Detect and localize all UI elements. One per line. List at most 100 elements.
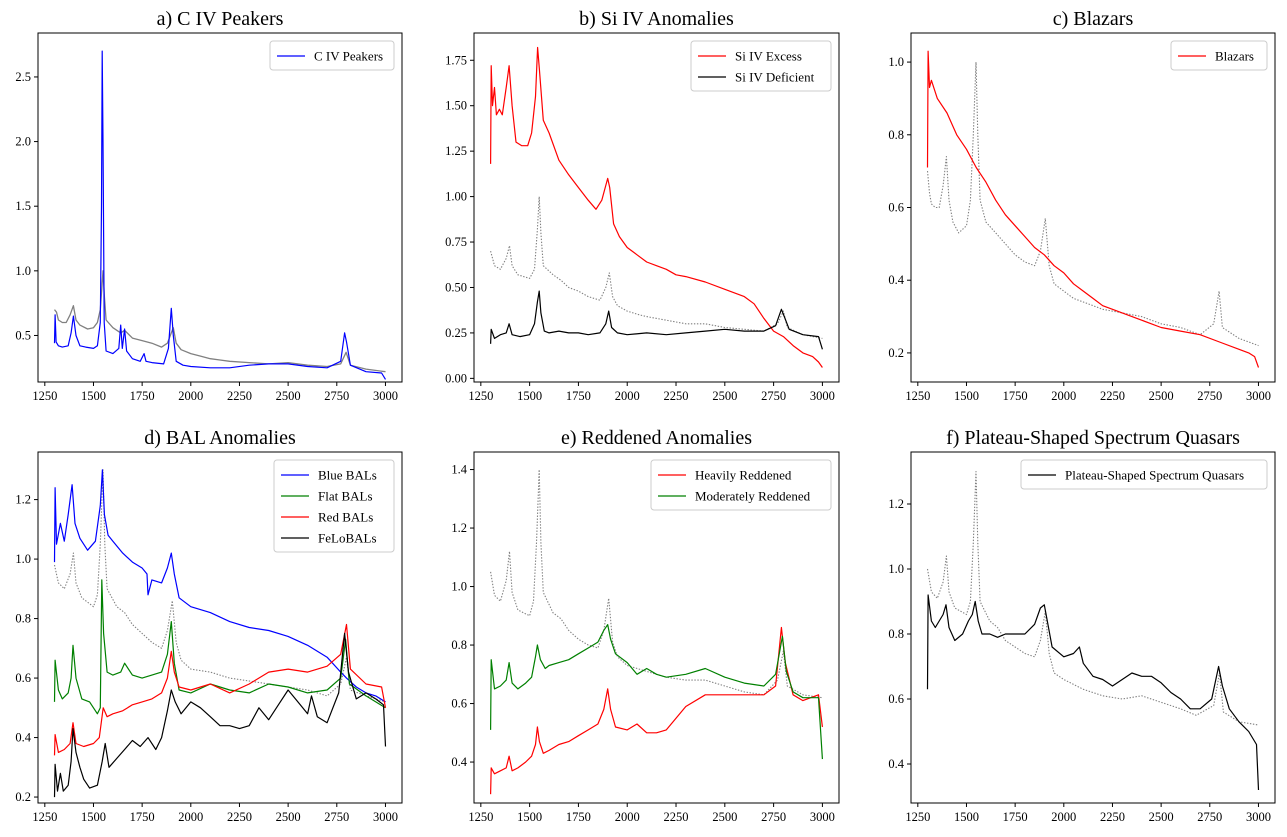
series-line-composite — [490, 469, 823, 699]
y-tick-label: 0.8 — [888, 627, 904, 641]
legend-label: Blue BALs — [318, 468, 377, 483]
axes-frame — [473, 32, 840, 383]
y-tick-label: 1.2 — [15, 493, 31, 507]
x-tick-label: 3000 — [1246, 389, 1271, 403]
y-tick-label: 1.2 — [451, 521, 467, 535]
y-tick-label: 0.75 — [445, 235, 467, 249]
axes-frame — [910, 451, 1276, 804]
panel-4: d) BAL Anomalies 1250 1500 1750 2000 2250 2500… — [15, 427, 403, 824]
y-tick-label: 1.75 — [445, 53, 467, 67]
axes-frame — [37, 32, 403, 383]
y-tick-label: 0.4 — [15, 731, 31, 745]
y-tick-label: 0.25 — [445, 326, 467, 340]
series-line-moderately-reddened — [490, 624, 823, 760]
y-tick-label: 0.2 — [15, 790, 31, 804]
y-tick-label: 1.0 — [888, 55, 904, 69]
y-tick-label: 1.0 — [15, 552, 31, 566]
legend-label: FeLoBALs — [318, 531, 377, 546]
axes-frame — [473, 451, 840, 804]
x-tick-label: 1250 — [905, 810, 930, 824]
x-tick-label: 1250 — [32, 810, 57, 824]
legend-label: Si IV Deficient — [735, 70, 815, 85]
legend: Blue BALs Flat BALs Red BALs FeLoBALs — [273, 459, 395, 553]
y-tick-label: 0.6 — [15, 671, 31, 685]
x-tick-label: 1750 — [1003, 389, 1028, 403]
x-tick-label: 2250 — [1100, 389, 1125, 403]
y-tick-label: 1.2 — [888, 497, 904, 511]
x-tick-label: 2750 — [761, 389, 786, 403]
x-tick-label: 1250 — [468, 389, 493, 403]
y-tick-label: 1.0 — [888, 562, 904, 576]
x-tick-label: 2500 — [276, 810, 301, 824]
y-tick-label: 0.8 — [15, 612, 31, 626]
y-tick-label: 1.4 — [451, 463, 467, 477]
y-tick-label: 1.0 — [451, 580, 467, 594]
x-tick-label: 3000 — [1246, 810, 1271, 824]
x-tick-label: 2750 — [1197, 810, 1222, 824]
legend: Heavily Reddened Moderately Reddened — [650, 459, 832, 511]
x-tick-label: 2250 — [227, 810, 252, 824]
series-line-c-iv-peakers — [53, 50, 387, 380]
x-tick-label: 2000 — [615, 810, 640, 824]
y-tick-label: 0.5 — [15, 328, 31, 342]
panel-title: a) C IV Peakers — [157, 8, 284, 30]
x-tick-label: 1500 — [954, 810, 979, 824]
x-tick-label: 2000 — [1051, 389, 1076, 403]
legend-label: Si IV Excess — [735, 49, 802, 64]
series-line-si-iv-excess — [490, 46, 823, 368]
series-line-composite — [53, 270, 386, 373]
x-tick-label: 1750 — [566, 810, 591, 824]
x-tick-label: 3000 — [810, 810, 835, 824]
y-tick-label: 1.50 — [445, 99, 467, 113]
y-tick-label: 0.4 — [888, 757, 904, 771]
y-tick-label: 2.0 — [15, 135, 31, 149]
y-tick-label: 2.5 — [15, 70, 31, 84]
x-tick-label: 2750 — [761, 810, 786, 824]
legend: Si IV Excess Si IV Deficient — [690, 40, 832, 92]
legend-label: Red BALs — [318, 510, 373, 525]
panel-5: e) Reddened Anomalies 1250 1500 1750 2000 225… — [451, 427, 840, 824]
series-line-blazars — [926, 50, 1260, 368]
series-line-flat-bals — [53, 579, 386, 715]
panel-6: f) Plateau-Shaped Spectrum Quasars 1250 15… — [888, 427, 1276, 824]
legend-label: Moderately Reddened — [695, 489, 811, 504]
panel-title: f) Plateau-Shaped Spectrum Quasars — [946, 427, 1240, 449]
x-tick-label: 2750 — [324, 389, 349, 403]
x-tick-label: 3000 — [810, 389, 835, 403]
y-tick-label: 0.6 — [888, 692, 904, 706]
x-tick-label: 2250 — [664, 810, 689, 824]
x-tick-label: 2000 — [178, 389, 203, 403]
legend: Plateau-Shaped Spectrum Quasars — [1020, 459, 1268, 490]
x-tick-label: 2750 — [324, 810, 349, 824]
y-tick-label: 0.4 — [888, 273, 904, 287]
legend-label: Flat BALs — [318, 489, 373, 504]
y-tick-label: 0.4 — [451, 755, 467, 769]
y-tick-label: 0.8 — [451, 638, 467, 652]
series-line-composite — [490, 196, 823, 339]
x-tick-label: 1750 — [566, 389, 591, 403]
x-tick-label: 1750 — [1003, 810, 1028, 824]
legend-label: Blazars — [1215, 49, 1254, 64]
series-line-si-iv-deficient — [490, 290, 823, 350]
x-tick-label: 1750 — [130, 389, 155, 403]
y-tick-label: 0.50 — [445, 280, 467, 294]
y-tick-label: 1.0 — [15, 264, 31, 278]
x-tick-label: 1250 — [32, 389, 57, 403]
x-tick-label: 2500 — [1149, 389, 1174, 403]
y-tick-label: 0.8 — [888, 128, 904, 142]
y-tick-label: 0.6 — [451, 697, 467, 711]
x-tick-label: 2250 — [664, 389, 689, 403]
panel-title: b) Si IV Anomalies — [579, 8, 734, 30]
y-tick-label: 1.25 — [445, 144, 467, 158]
x-tick-label: 3000 — [373, 389, 398, 403]
x-tick-label: 2250 — [227, 389, 252, 403]
panel-title: c) Blazars — [1053, 8, 1134, 30]
x-tick-label: 3000 — [373, 810, 398, 824]
x-tick-label: 2000 — [178, 810, 203, 824]
x-tick-label: 1250 — [468, 810, 493, 824]
x-tick-label: 1250 — [905, 389, 930, 403]
series-line-plateau-shaped-spectrum-quasars — [926, 594, 1260, 791]
series-line-red-bals — [53, 623, 387, 756]
